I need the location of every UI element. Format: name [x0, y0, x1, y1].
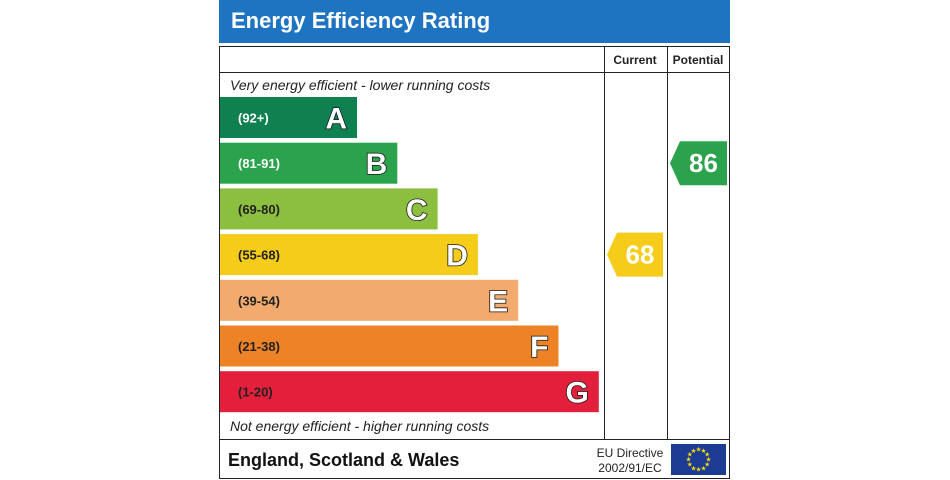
band-d-range: (55-68): [238, 248, 280, 263]
eu-flag-star: ★: [691, 464, 697, 472]
eu-directive-line2: 2002/91/EC: [598, 461, 662, 475]
band-c-range: (69-80): [238, 202, 280, 217]
eu-flag-star: ★: [706, 456, 712, 464]
band-g-letter: G: [565, 377, 588, 410]
eu-flag-star: ★: [704, 461, 710, 469]
footer-region: England, Scotland & Wales: [228, 450, 459, 470]
band-d-bar: [220, 234, 478, 276]
eu-flag-star: ★: [701, 447, 707, 455]
band-e-bar: [220, 279, 519, 321]
title-bar: [219, 0, 730, 43]
band-a-letter: A: [325, 103, 347, 136]
band-g-bar: [220, 371, 599, 413]
score-markers: 68 86: [607, 141, 727, 277]
band-e-letter: E: [488, 285, 508, 318]
band-g-range: (1-20): [238, 385, 273, 400]
eu-flag-star: ★: [704, 451, 710, 459]
chart-title: Energy Efficiency Rating: [231, 8, 490, 33]
band-a: (92+) A: [220, 97, 357, 138]
current-column-header: Current: [613, 53, 656, 67]
band-b: (81-91) B: [220, 142, 398, 184]
band-e: (39-54) E: [220, 279, 519, 321]
eu-flag-star: ★: [696, 466, 702, 474]
band-c: (69-80) C: [220, 188, 438, 230]
current-score-value: 68: [626, 240, 655, 270]
potential-score-arrow: [670, 141, 727, 186]
band-f-letter: F: [530, 331, 548, 364]
eu-flag-star: ★: [696, 446, 702, 454]
chart-frame: [219, 46, 730, 479]
band-e-range: (39-54): [238, 293, 280, 308]
band-d-letter: D: [446, 240, 468, 273]
current-score-arrow: [607, 232, 663, 277]
band-c-bar: [220, 188, 438, 230]
eu-flag-star: ★: [687, 451, 693, 459]
band-f: (21-38) F: [220, 325, 559, 367]
band-f-range: (21-38): [238, 339, 280, 354]
eu-flag-star: ★: [691, 447, 697, 455]
band-b-range: (81-91): [238, 156, 280, 171]
band-b-bar: [220, 142, 398, 184]
eu-flag-star: ★: [701, 464, 707, 472]
band-b-letter: B: [366, 148, 388, 181]
eu-directive-line1: EU Directive: [597, 446, 664, 460]
eu-flag-icon: ★ ★★★★★★★★★★★: [671, 444, 726, 475]
band-a-bar: [220, 97, 357, 138]
potential-column-header: Potential: [673, 53, 724, 67]
band-a-range: (92+): [238, 111, 269, 126]
band-d: (55-68) D: [220, 234, 478, 276]
band-c-letter: C: [406, 194, 428, 227]
eu-flag-star: ★: [687, 461, 693, 469]
band-g: (1-20) G: [220, 371, 599, 413]
top-note: Very energy efficient - lower running co…: [230, 77, 490, 93]
potential-score-value: 86: [689, 148, 718, 178]
rating-bands: (92+) A (81-91) B (69-80) C (55-68) D (39-54) E (2…: [220, 97, 599, 413]
band-f-bar: [220, 325, 559, 367]
bottom-note: Not energy efficient - higher running co…: [230, 418, 489, 434]
eu-flag-star: ★: [686, 456, 692, 464]
